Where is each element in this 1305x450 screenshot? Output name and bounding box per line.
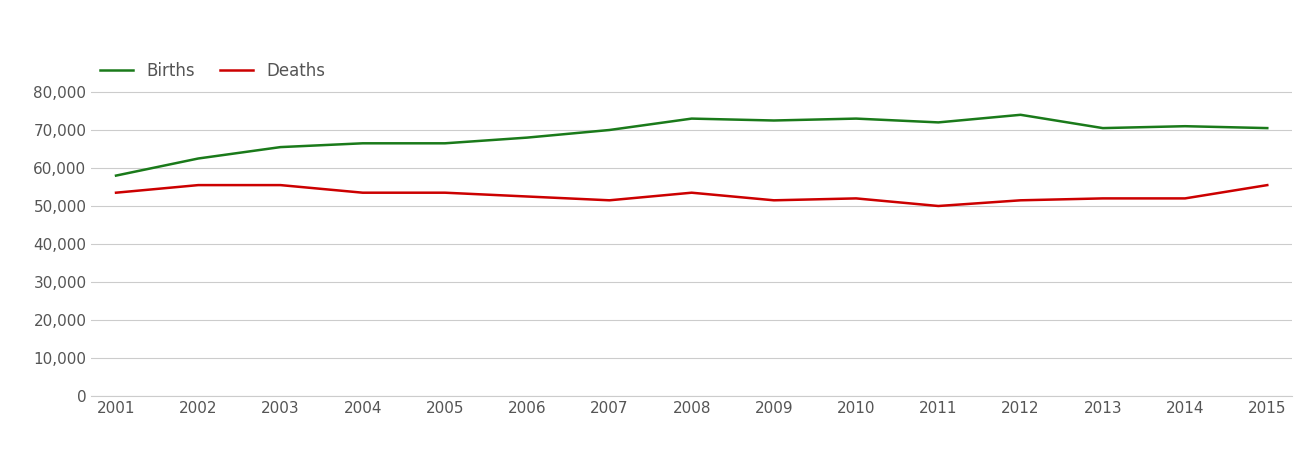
Births: [437, 140, 453, 146]
Line: Deaths: Deaths: [116, 185, 1267, 206]
Deaths: [848, 196, 864, 201]
Births: [848, 116, 864, 122]
Legend: Births, Deaths: Births, Deaths: [99, 63, 326, 81]
Deaths: [684, 190, 699, 195]
Deaths: [273, 182, 288, 188]
Births: [684, 116, 699, 122]
Deaths: [930, 203, 946, 209]
Deaths: [766, 198, 782, 203]
Deaths: [191, 182, 206, 188]
Deaths: [1259, 182, 1275, 188]
Births: [602, 127, 617, 133]
Births: [1013, 112, 1028, 117]
Deaths: [519, 194, 535, 199]
Line: Births: Births: [116, 115, 1267, 176]
Deaths: [355, 190, 371, 195]
Deaths: [1013, 198, 1028, 203]
Births: [766, 118, 782, 123]
Births: [930, 120, 946, 125]
Births: [519, 135, 535, 140]
Deaths: [602, 198, 617, 203]
Births: [1259, 126, 1275, 131]
Deaths: [1095, 196, 1111, 201]
Births: [1095, 126, 1111, 131]
Births: [1177, 123, 1193, 129]
Births: [191, 156, 206, 161]
Deaths: [437, 190, 453, 195]
Births: [355, 140, 371, 146]
Births: [108, 173, 124, 178]
Births: [273, 144, 288, 150]
Deaths: [108, 190, 124, 195]
Deaths: [1177, 196, 1193, 201]
